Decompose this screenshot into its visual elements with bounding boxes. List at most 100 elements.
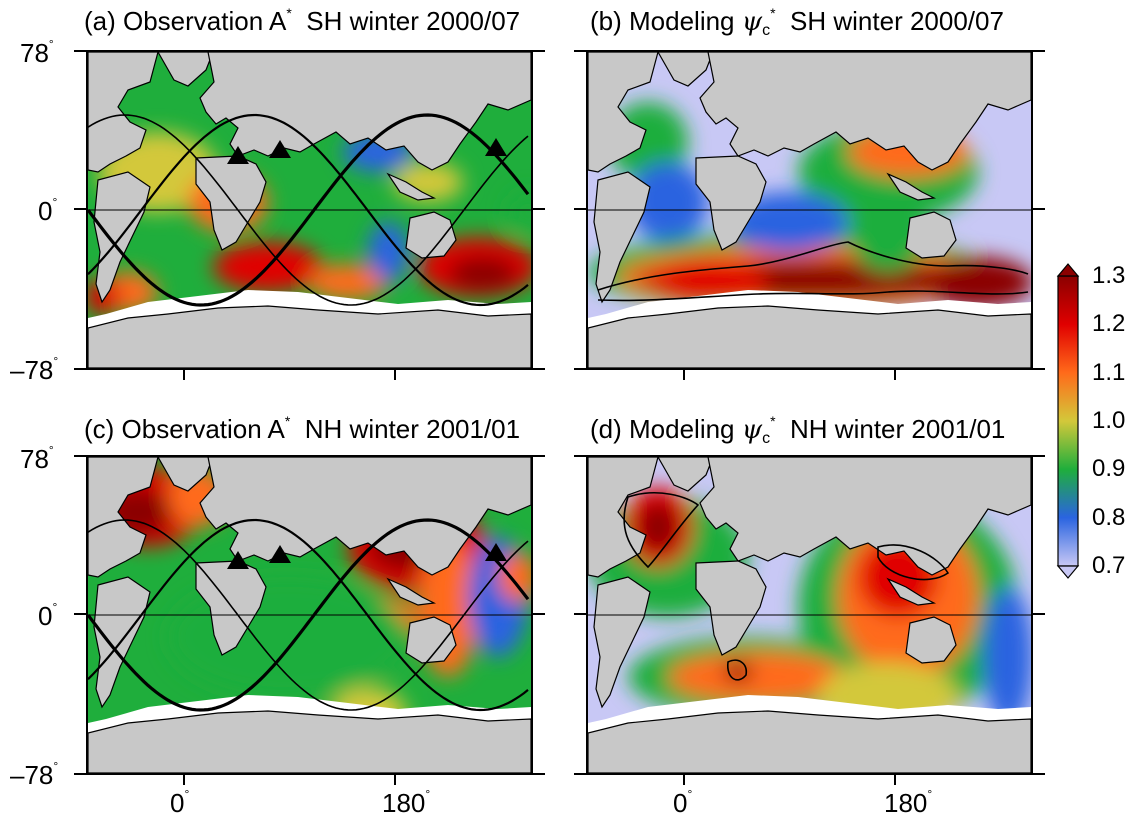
axis-tick [574, 613, 586, 615]
panel-b-field-blob [848, 192, 928, 272]
lat-label-0-bottom: 0° [38, 600, 58, 631]
panel-a-land-europeAsia [199, 52, 531, 171]
panel-d-contour [623, 492, 700, 569]
panel-d-field-blob [668, 652, 848, 702]
panel-a-track [88, 114, 529, 306]
lat-label-minus78-top: –78° [10, 354, 59, 385]
panel-d-map-svg [588, 457, 1031, 773]
panel-b-land-northAmerica [588, 52, 659, 173]
colorbar-max-arrow [1056, 263, 1080, 277]
axis-tick [1033, 50, 1045, 52]
axis-tick [574, 773, 586, 775]
panel-d-land-antarctica [588, 710, 1031, 773]
panel-d-map [586, 455, 1033, 775]
colorbar-gradient [1057, 275, 1079, 567]
axis-tick [574, 455, 586, 457]
panel-d-contour [877, 544, 950, 581]
panel-c-station-triangle [485, 543, 507, 561]
panel-c-land-greenland [157, 457, 214, 492]
panel-d-title: (d) Modeling ψc* NH winter 2001/01 [590, 413, 1006, 447]
panel-a-land-northAmerica [88, 52, 159, 173]
axis-tick [74, 455, 86, 457]
axis-tick [183, 775, 185, 785]
axis-tick [533, 455, 545, 457]
panel-c-track [88, 519, 529, 711]
panel-a-station-triangle [269, 140, 291, 158]
panel-b-land-europeAsia [699, 52, 1031, 171]
axis-tick [533, 50, 545, 52]
panel-b-contour [597, 241, 1029, 291]
colorbar-tick-label: 1.0 [1092, 407, 1126, 434]
panel-a-map-svg [88, 52, 531, 368]
panel-d-contour [727, 659, 748, 681]
panel-b-field-blob [728, 192, 848, 252]
axis-tick [74, 773, 86, 775]
axis-tick [894, 775, 896, 785]
panel-c-track [88, 518, 530, 712]
panel-a-field-blob [448, 256, 518, 292]
panel-c-station-triangle [227, 551, 249, 569]
axis-tick [683, 775, 685, 785]
panel-a-land-seAsiaIslands [386, 172, 437, 201]
colorbar-tick-label: 0.7 [1092, 552, 1126, 579]
panel-d-land-australia [905, 616, 957, 664]
lat-label-minus78-bottom: –78° [10, 759, 59, 790]
axis-tick [74, 368, 86, 370]
colorbar-tick-label: 0.8 [1092, 503, 1126, 531]
lat-label-78-top: 78° [20, 37, 54, 68]
panel-d-land-europeAsia [699, 457, 1031, 576]
panel-a-station-triangle [485, 138, 507, 156]
colorbar-tick-label: 1.3 [1092, 262, 1126, 289]
panel-d-land-africa [695, 560, 767, 656]
panel-b-land-seAsiaIslands [886, 172, 937, 201]
panel-b-land-africa [695, 155, 767, 251]
colorbar [1056, 263, 1080, 579]
panel-b-land-greenland [657, 52, 714, 87]
panel-c-station-triangle [269, 545, 291, 563]
panel-d-land-greenland [657, 457, 714, 492]
panel-c-map [86, 455, 533, 775]
axis-tick [74, 613, 86, 615]
axis-tick [533, 368, 545, 370]
axis-tick [574, 208, 586, 210]
panel-c-track [88, 518, 529, 712]
panel-a-land-greenland [157, 52, 214, 87]
axis-tick [533, 773, 545, 775]
colorbar-tick-label: 1.1 [1092, 358, 1126, 386]
axis-tick [1033, 208, 1045, 210]
panel-c-field-blob [498, 552, 531, 602]
panel-d-field-blob [983, 587, 1031, 727]
panel-c-land-northAmerica [88, 457, 159, 578]
panel-c-land-seAsiaIslands [386, 577, 437, 606]
axis-tick [74, 50, 86, 52]
panel-a-map [86, 50, 533, 370]
axis-tick [533, 208, 545, 210]
panel-b-contour [597, 290, 1029, 302]
axis-tick [1033, 368, 1045, 370]
axis-tick [1033, 613, 1045, 615]
axis-tick [574, 368, 586, 370]
panel-a-track [88, 113, 529, 307]
lon-label-0-right: 0° [673, 787, 693, 818]
panel-b-title: (b) Modeling ψc* SH winter 2000/07 [590, 5, 1004, 39]
panel-a-title: (a) Observation A* SH winter 2000/07 [84, 5, 521, 36]
panel-b-field-blob [923, 257, 1031, 307]
panel-b-field-blob [628, 162, 708, 242]
lon-label-180-right: 180° [884, 787, 933, 818]
colorbar-min-arrow [1056, 565, 1080, 579]
axis-tick [1033, 773, 1045, 775]
panel-b-map-svg [588, 52, 1031, 368]
panel-a-land-antarctica [88, 305, 531, 368]
panel-c-title: (c) Observation A* NH winter 2001/01 [84, 413, 521, 444]
axis-tick [394, 775, 396, 785]
panel-a-station-triangle [227, 146, 249, 164]
colorbar-tick-label: 0.9 [1092, 455, 1126, 483]
axis-tick [683, 370, 685, 380]
panel-c-land-antarctica [88, 710, 531, 773]
panel-a-field-blob [308, 264, 388, 300]
panel-d-land-southAmerica [593, 576, 651, 709]
panel-c-land-australia [405, 616, 457, 664]
axis-tick [894, 370, 896, 380]
panel-b-map [586, 50, 1033, 370]
colorbar-tick-label: 1.2 [1092, 310, 1126, 338]
